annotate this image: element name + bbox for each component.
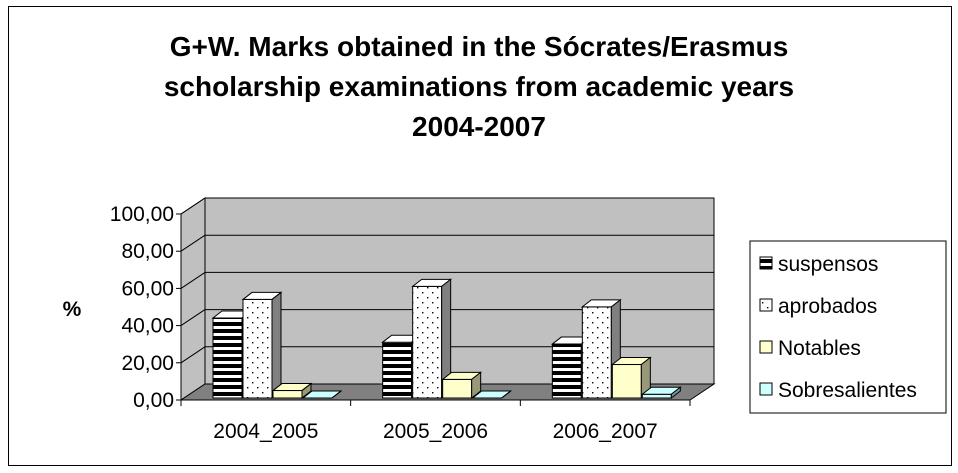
bar-Notables-2006_2007 <box>610 356 652 400</box>
legend-label-aprobados: aprobados <box>778 295 877 318</box>
y-tick-label: 100,00 <box>110 203 174 226</box>
bar-front <box>412 285 443 399</box>
bar-front <box>212 317 243 399</box>
bar-front <box>442 378 473 399</box>
bar-side <box>271 291 282 400</box>
chart-title-line-2: scholarship examinations from academic y… <box>163 71 795 102</box>
bar-front <box>581 306 612 399</box>
bar-Notables-2004_2005 <box>271 382 313 400</box>
legend-swatch-Sobresalientes <box>759 382 773 396</box>
y-tick-label: 80,00 <box>121 240 174 263</box>
bar-aprobados-2004_2005 <box>241 291 283 400</box>
legend-label-suspensos: suspensos <box>778 253 878 276</box>
chart-title-line-1: G+W. Marks obtained in the Sócrates/Eras… <box>169 31 789 62</box>
bar-front <box>641 393 672 399</box>
gridline-side <box>180 271 206 289</box>
chart-title-line-3: 2004-2007 <box>412 111 546 142</box>
bar-Sobresalientes-2005_2006 <box>471 390 513 399</box>
legend-label-Notables: Notables <box>778 337 861 360</box>
gridline-side <box>180 197 206 215</box>
chart-title: G+W. Marks obtained in the Sócrates/Eras… <box>0 27 958 147</box>
x-tick-label: 2006_2007 <box>553 420 658 443</box>
bar-Sobresalientes-2004_2005 <box>301 390 343 399</box>
y-tick-label: 0,00 <box>133 389 174 412</box>
legend-swatch-suspensos <box>759 256 773 270</box>
bar-Sobresalientes-2006_2007 <box>640 386 682 400</box>
bar-front <box>551 343 582 399</box>
bar-front <box>611 364 642 399</box>
bar-Notables-2005_2006 <box>441 371 483 400</box>
y-axis-label: % <box>63 298 82 321</box>
bar-side <box>301 382 312 400</box>
legend-swatch-aprobados <box>759 298 773 312</box>
gridline-side <box>180 234 206 252</box>
bar-side <box>471 371 482 400</box>
legend-label-Sobresalientes: Sobresalientes <box>778 379 917 402</box>
x-tick-label: 2004_2005 <box>213 420 318 443</box>
y-tick-label: 40,00 <box>121 315 174 338</box>
legend-box <box>749 240 947 414</box>
bar-front <box>382 341 413 399</box>
y-tick-label: 20,00 <box>121 352 174 375</box>
bar-side <box>670 386 681 400</box>
bar-side <box>501 390 511 399</box>
x-tick-label: 2005_2006 <box>383 420 488 443</box>
bar-aprobados-2005_2006 <box>411 278 453 400</box>
bar-side <box>331 390 342 399</box>
y-tick-label: 60,00 <box>121 277 174 300</box>
legend-swatch-Notables <box>759 340 773 354</box>
bar-front <box>272 390 303 399</box>
side-wall <box>180 197 206 401</box>
bar-front <box>242 298 273 399</box>
gridline-side <box>180 309 206 327</box>
gridline-side <box>180 346 206 364</box>
